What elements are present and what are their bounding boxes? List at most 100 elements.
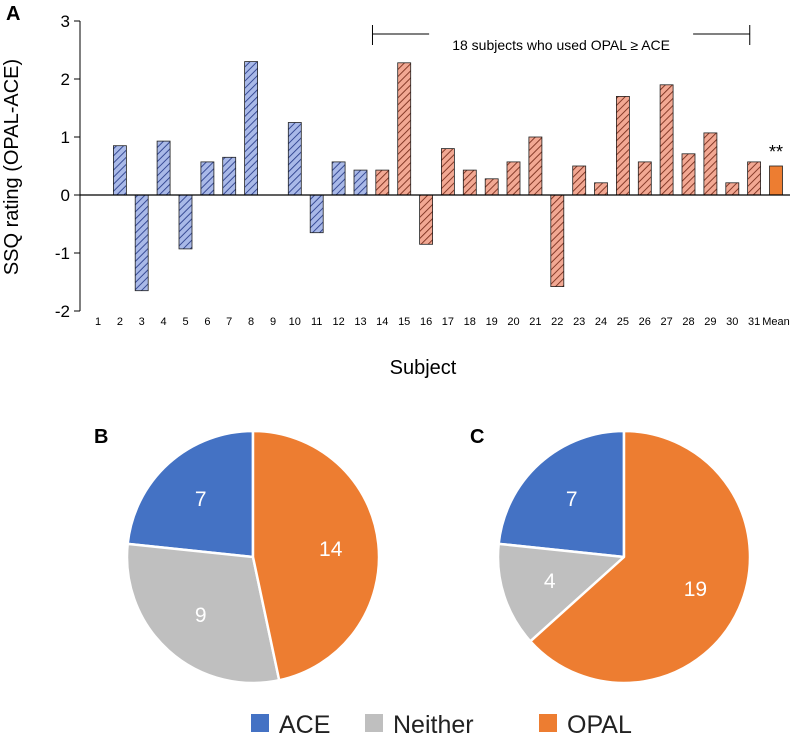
x-tick-label: 23 [573,316,585,328]
x-tick-label: 6 [204,316,210,328]
x-tick-label: 29 [704,316,716,328]
bar-4 [156,140,171,196]
bar-20 [506,161,521,196]
x-tick-label: Mean [762,316,790,328]
bar-28 [681,153,696,196]
x-tick-label: 31 [748,316,760,328]
x-tick-label: 5 [182,316,188,328]
x-axis-ticks: 1 2 3 4 5 6 7 8 9 10 11 12 13 14 15 16 17 18 19 20 21 22 23 24 2… [95,316,790,328]
legend-label-ace: ACE [279,711,330,737]
legend-label-neither: Neither [393,711,474,737]
legend: ACE Neither OPAL [251,711,632,737]
bar-26 [637,161,652,196]
bar-3 [134,194,149,292]
y-axis-title: SSQ rating (OPAL-ACE) [1,59,23,275]
pie-b-label-ace: 7 [195,488,207,511]
x-tick-label: 24 [595,316,607,328]
bar-22 [550,194,565,287]
bracket-label: 18 subjects who used OPAL ≥ ACE [452,37,670,53]
bar-27 [659,84,674,196]
bar-mean [769,165,783,196]
y-tick-label: 1 [61,128,70,147]
pie-b-label-opal: 14 [319,538,343,561]
x-tick-label: 12 [332,316,344,328]
pie-chart-c: C 7 4 19 [470,426,752,685]
pie-c-slice-ace [497,429,626,559]
panel-label-b: B [94,426,108,448]
bar-29 [703,132,718,196]
x-tick-label: 18 [464,316,476,328]
x-tick-label: 9 [270,316,276,328]
x-tick-label: 30 [726,316,738,328]
bar-25 [616,96,630,196]
bar-7 [222,156,237,196]
x-tick-label: 2 [117,316,123,328]
bar-14 [375,169,390,196]
bars [113,61,783,292]
x-tick-label: 25 [617,316,629,328]
x-tick-label: 1 [95,316,101,328]
bar-21 [528,136,543,196]
y-tick-label: 0 [61,186,70,205]
bar-16 [419,194,434,245]
y-tick-label: 3 [61,12,70,31]
bar-5 [178,194,193,250]
bar-13 [353,169,368,196]
pie-chart-b: B 7 9 14 [94,426,381,685]
x-tick-label: 15 [398,316,410,328]
bar-18 [462,169,477,196]
y-axis: -2 -1 0 1 2 3 [55,12,81,321]
subjects-bracket: 18 subjects who used OPAL ≥ ACE [371,25,751,53]
pie-b-slice-neither [125,542,281,685]
bar-17 [440,148,455,196]
bar-11 [309,194,324,234]
bar-12 [331,161,346,196]
x-tick-label: 20 [507,316,519,328]
y-tick-label: 2 [61,70,70,89]
x-tick-label: 27 [660,316,672,328]
pie-c-label-neither: 4 [544,570,556,593]
bar-31 [747,161,761,196]
pie-b-slices: 7 9 14 [125,429,381,685]
legend-swatch-neither [365,714,383,732]
bracket-label-bg [429,33,694,53]
x-tick-label: 11 [311,316,322,328]
bar-23 [572,165,587,196]
bar-30 [725,182,740,196]
x-tick-label: 3 [139,316,145,328]
x-tick-label: 14 [376,316,388,328]
bar-10 [287,122,302,196]
pie-b-label-neither: 9 [195,604,207,627]
pie-b-slice-opal [251,429,381,682]
x-tick-label: 17 [442,316,454,328]
bar-6 [200,161,215,196]
x-tick-label: 28 [682,316,694,328]
x-tick-label: 26 [639,316,651,328]
significance-stars: ** [769,142,783,162]
legend-label-opal: OPAL [567,711,632,737]
pie-c-slice-neither [496,542,626,643]
x-tick-label: 22 [551,316,563,328]
x-tick-label: 7 [226,316,232,328]
x-tick-label: 4 [161,316,167,328]
y-tick-label: -1 [55,244,70,263]
pie-c-slice-opal [529,429,752,685]
y-tick-label: -2 [55,302,70,321]
x-tick-label: 19 [486,316,498,328]
pie-b-slice-ace [126,429,255,559]
bar-8 [244,61,259,196]
x-tick-label: 13 [354,316,366,328]
legend-swatch-ace [251,714,269,732]
x-tick-label: 21 [529,316,541,328]
panel-label-a: A [6,3,20,25]
legend-swatch-opal [539,714,557,732]
pie-c-slices: 7 4 19 [496,429,752,685]
bar-19 [484,178,499,196]
pie-c-label-ace: 7 [566,488,578,511]
bar-15 [397,62,412,196]
x-tick-label: 16 [420,316,432,328]
x-tick-label: 10 [289,316,301,328]
panel-label-c: C [470,426,484,448]
bar-24 [594,182,608,196]
